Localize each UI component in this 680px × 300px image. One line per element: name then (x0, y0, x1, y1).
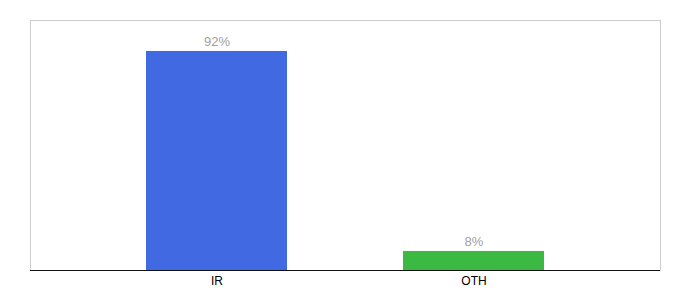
svg-text:OTH: OTH (461, 274, 486, 288)
svg-text:IR: IR (211, 274, 223, 288)
svg-text:92%: 92% (204, 34, 230, 49)
svg-text:8%: 8% (465, 234, 484, 249)
